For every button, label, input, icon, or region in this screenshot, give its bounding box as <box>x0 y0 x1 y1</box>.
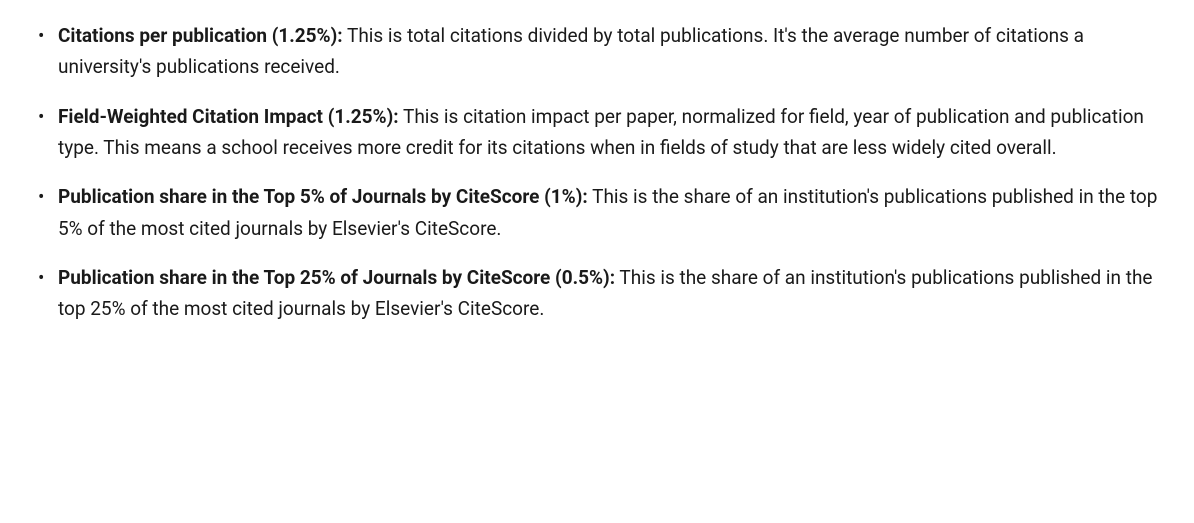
metric-name: Publication share in the Top 25% of Jour… <box>58 266 550 289</box>
metric-weight: (1.25%) <box>328 105 394 128</box>
list-item: Field-Weighted Citation Impact (1.25%): … <box>58 101 1164 164</box>
metrics-list: Citations per publication (1.25%): This … <box>30 20 1164 325</box>
metric-weight: (1.25%) <box>272 24 338 47</box>
colon: : <box>582 185 587 208</box>
metric-weight: (1%) <box>544 185 582 208</box>
metric-weight-value: (1.25%) <box>328 105 394 128</box>
colon: : <box>610 266 615 289</box>
metric-weight-value: (1.25%) <box>272 24 338 47</box>
metric-name: Citations per publication <box>58 24 267 47</box>
metric-weight: (0.5%) <box>555 266 610 289</box>
list-item: Publication share in the Top 5% of Journ… <box>58 181 1164 244</box>
list-item: Citations per publication (1.25%): This … <box>58 20 1164 83</box>
metric-name: Publication share in the Top 5% of Journ… <box>58 185 539 208</box>
colon: : <box>393 105 398 128</box>
metric-weight-value: (0.5%) <box>555 266 610 289</box>
colon: : <box>337 24 342 47</box>
metric-name: Field-Weighted Citation Impact <box>58 105 323 128</box>
metric-weight-value: (1%) <box>544 185 582 208</box>
list-item: Publication share in the Top 25% of Jour… <box>58 262 1164 325</box>
